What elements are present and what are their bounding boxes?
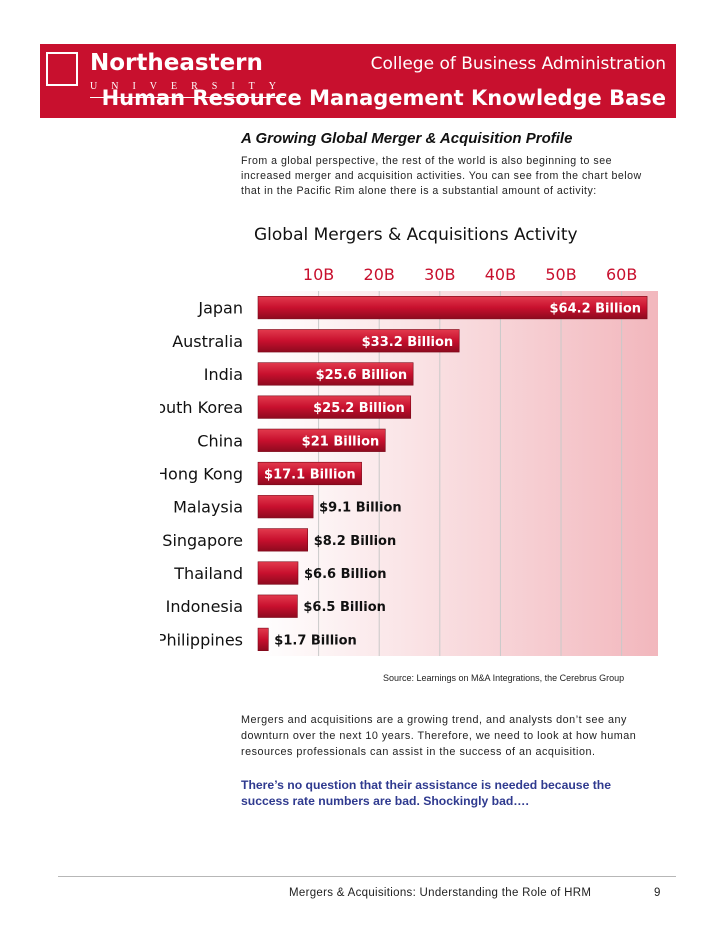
university-name: Northeastern xyxy=(90,50,263,76)
value-label: $25.6 Billion xyxy=(316,368,408,383)
category-label: China xyxy=(197,431,243,450)
page-number: 9 xyxy=(654,887,661,899)
value-label: $1.7 Billion xyxy=(274,633,357,648)
value-label: $8.2 Billion xyxy=(314,534,397,549)
x-tick-label: 40B xyxy=(485,265,516,284)
bar xyxy=(257,428,386,452)
knowledge-base-title: Human Resource Management Knowledge Base xyxy=(101,86,666,110)
value-label: $64.2 Billion xyxy=(550,302,642,317)
bar xyxy=(257,395,412,419)
mergers-chart: Global Mergers & Acquisitions Activity 1… xyxy=(160,225,658,656)
intro-paragraph: From a global perspective, the rest of t… xyxy=(241,155,642,197)
bar xyxy=(257,528,308,552)
category-label: Malaysia xyxy=(173,498,243,517)
category-label: Thailand xyxy=(173,564,243,583)
x-tick-label: 20B xyxy=(364,265,395,284)
bar xyxy=(257,362,414,386)
category-label: Philippines xyxy=(160,630,243,649)
chart-title: Global Mergers & Acquisitions Activity xyxy=(254,225,578,245)
category-label: Indonesia xyxy=(166,597,243,616)
value-label: $6.6 Billion xyxy=(304,567,387,582)
category-label: Hong Kong xyxy=(160,465,243,484)
header-banner: Northeastern UNIVERSITY College of Busin… xyxy=(40,44,676,118)
value-label: $6.5 Billion xyxy=(303,600,386,615)
x-tick-label: 60B xyxy=(606,265,637,284)
footer-rule xyxy=(58,876,676,877)
bar xyxy=(257,296,648,320)
value-label: $17.1 Billion xyxy=(264,468,356,483)
category-label: Australia xyxy=(172,332,243,351)
university-seal-icon xyxy=(46,52,78,86)
value-label: $25.2 Billion xyxy=(313,401,405,416)
bar xyxy=(257,329,460,353)
bar xyxy=(257,495,314,519)
bar xyxy=(257,627,269,651)
chart-source: Source: Learnings on M&A Integrations, t… xyxy=(383,673,625,683)
bar xyxy=(257,594,298,618)
x-tick-label: 30B xyxy=(424,265,455,284)
value-label: $33.2 Billion xyxy=(362,335,454,350)
callout-text: There’s no question that their assistanc… xyxy=(241,778,612,808)
header-rule xyxy=(90,97,285,98)
section-title: A Growing Global Merger & Acquisition Pr… xyxy=(241,130,573,147)
value-label: $21 Billion xyxy=(302,434,380,449)
category-label: India xyxy=(204,365,243,384)
category-label: Singapore xyxy=(162,531,243,550)
category-label: South Korea xyxy=(160,398,243,417)
footer-text: Mergers & Acquisitions: Understanding th… xyxy=(289,887,592,899)
body-paragraph: Mergers and acquisitions are a growing t… xyxy=(241,714,637,758)
x-tick-label: 50B xyxy=(545,265,576,284)
university-subtitle: UNIVERSITY xyxy=(90,81,290,92)
bar xyxy=(257,461,362,486)
college-name: College of Business Administration xyxy=(370,54,666,74)
x-tick-label: 10B xyxy=(303,265,334,284)
bar xyxy=(257,561,299,585)
category-label: Japan xyxy=(197,299,243,318)
value-label: $9.1 Billion xyxy=(319,501,402,516)
